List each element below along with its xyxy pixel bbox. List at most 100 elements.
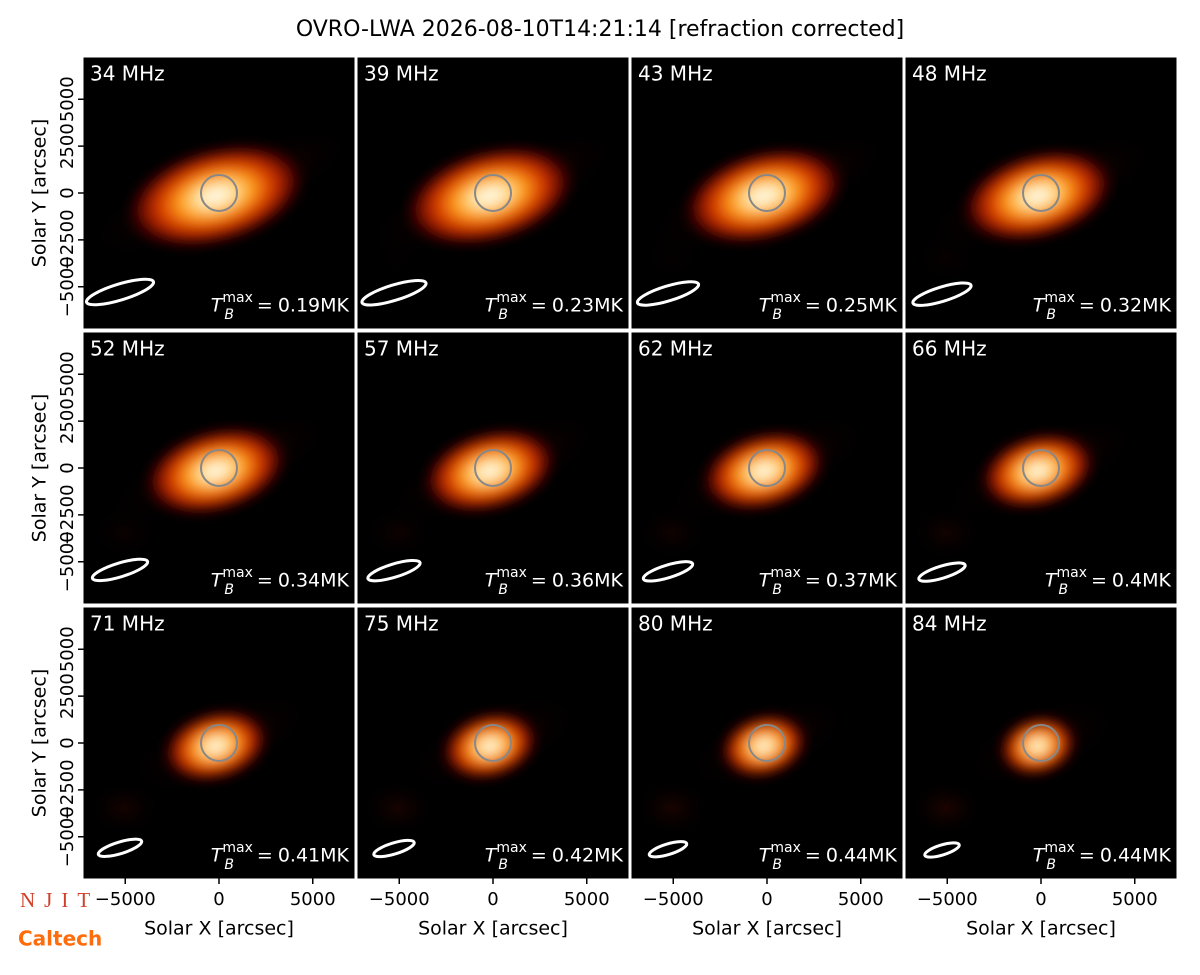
x-tick-label: −5000 [917,889,978,910]
x-axis-label: Solar X [arcsec] [418,918,568,940]
tb-sup: max [222,840,253,856]
y-tick-label: −2500 [57,209,78,270]
beam [360,278,428,307]
tb-symbol: T [759,570,772,592]
haze [358,503,438,563]
tb-sub: B [498,857,508,873]
solar-disk [200,724,238,762]
emission [401,143,578,249]
solar-disk [748,724,786,762]
logo-njit: NJIT [20,888,99,912]
radio-image [906,692,1126,859]
x-tick-label: 5000 [564,889,610,910]
haze [632,503,712,563]
panel-label: 75 MHz [364,612,439,636]
tb-symbol: T [211,570,224,592]
tb-symbol: T [211,295,224,317]
tb-sup: max [1056,565,1087,581]
tb-symbol: T [1045,570,1058,592]
x-tick-label: 0 [1035,889,1046,910]
x-tick-label: −5000 [369,889,430,910]
tb-symbol: T [759,295,772,317]
panel-frame [905,332,1177,604]
y-tick-label: 5000 [57,626,78,672]
radio-image [906,412,1146,583]
x-tick-label: 0 [487,889,498,910]
panel-label: 34 MHz [90,62,165,86]
y-tick-label: 5000 [57,351,78,397]
tb-equals: = [531,295,547,317]
tb-symbol: T [485,570,498,592]
tb-sub: B [772,307,782,323]
tb-sup: max [770,840,801,856]
tb-max-value: 0.41MK [278,845,350,867]
tb-sup: max [1044,290,1075,306]
solar-disk [748,174,786,212]
haze [84,503,164,563]
solar-disk [474,174,512,212]
haze [906,228,986,288]
x-tick-label: 0 [213,889,224,910]
emission [978,431,1097,511]
tb-symbol: T [485,295,498,317]
haze [906,778,986,838]
emission [700,429,828,513]
x-tick-label: 5000 [1112,889,1158,910]
tb-sup: max [222,290,253,306]
tb-sup: max [222,565,253,581]
panel: 71 MHz0.41MK=maxBT−5000−2500025005000Sol… [29,607,355,940]
tb-sub: B [1046,307,1056,323]
beam [90,557,150,583]
y-tick-label: 2500 [57,123,78,169]
solar-disk [200,174,238,212]
panel-frame [905,57,1177,329]
tb-equals: = [531,570,547,592]
panel-label: 62 MHz [638,337,713,361]
solar-disk [1022,174,1060,212]
panel-frame [357,57,629,329]
tb-max-value: 0.42MK [552,845,624,867]
tb-sub: B [1058,582,1068,598]
radio-image [358,408,608,583]
beam [917,561,967,583]
y-tick-label: −5000 [57,531,78,592]
tb-equals: = [805,845,821,867]
tb-equals: = [257,570,273,592]
tb-symbol: T [1033,295,1046,317]
tb-sup: max [1044,840,1075,856]
tb-equals: = [1079,845,1095,867]
emission [998,715,1078,777]
emission [161,708,270,784]
haze [632,778,712,838]
tb-sup: max [770,290,801,306]
panel-label: 43 MHz [638,62,713,86]
tb-sup: max [496,840,527,856]
x-tick-label: 0 [761,889,772,910]
tb-max-value: 0.25MK [826,295,898,317]
emission [440,710,539,781]
solar-disk [1022,724,1060,762]
radio-image [906,130,1166,307]
panel-frame [631,332,903,604]
emission [680,146,847,246]
emission [142,425,289,517]
panel-label: 39 MHz [364,62,439,86]
tb-sup: max [770,565,801,581]
tb-sub: B [772,857,782,873]
tb-equals: = [805,570,821,592]
beam [635,280,701,307]
radio-image [358,127,628,307]
solar-disk [474,724,512,762]
panel-label: 57 MHz [364,337,439,361]
haze [906,503,986,563]
x-axis-label: Solar X [arcsec] [966,918,1116,940]
solar-disk [1022,449,1060,487]
y-tick-label: 2500 [57,398,78,444]
tb-sub: B [1046,857,1056,873]
